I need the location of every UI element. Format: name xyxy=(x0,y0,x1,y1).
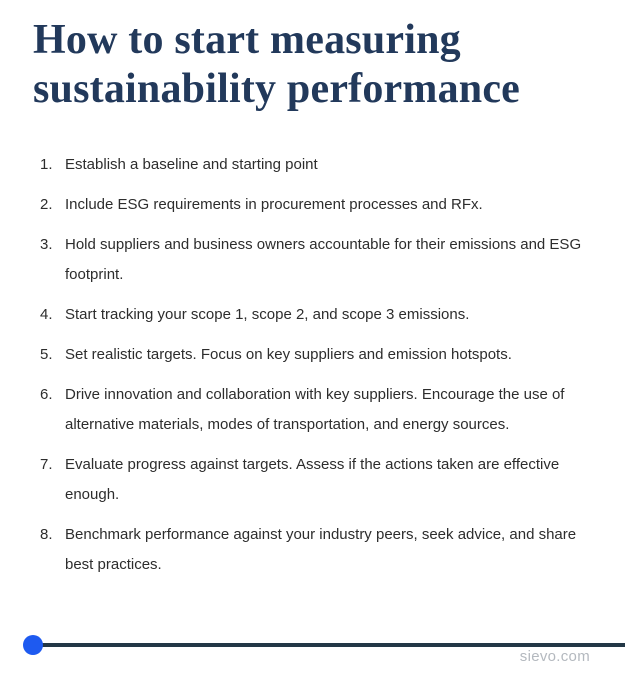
list-item-number: 1. xyxy=(40,156,53,173)
page-title-line-1: How to start measuring xyxy=(33,17,461,63)
list-item-text: Set realistic targets. Focus on key supp… xyxy=(65,346,512,363)
list-item: 8. Benchmark performance against your in… xyxy=(40,520,592,580)
list-item-number: 6. xyxy=(40,386,53,403)
list-item-text: Benchmark performance against your indus… xyxy=(65,526,577,573)
list-item-text: Evaluate progress against targets. Asses… xyxy=(65,456,560,503)
list-item-number: 3. xyxy=(40,236,53,253)
list-item: 4. Start tracking your scope 1, scope 2,… xyxy=(40,300,592,330)
list-item-text: Drive innovation and collaboration with … xyxy=(65,386,565,433)
list-item-number: 4. xyxy=(40,306,53,323)
footer-rule xyxy=(33,643,625,647)
list-item-number: 8. xyxy=(40,526,53,543)
list-item-number: 5. xyxy=(40,346,53,363)
list-item-number: 2. xyxy=(40,196,53,213)
list-item-number: 7. xyxy=(40,456,53,473)
list-item-text: Start tracking your scope 1, scope 2, an… xyxy=(65,306,470,323)
list-item: 5. Set realistic targets. Focus on key s… xyxy=(40,340,592,370)
page-title-line-2: sustainability performance xyxy=(33,66,521,112)
list-item: 1. Establish a baseline and starting poi… xyxy=(40,150,592,180)
list-item-text: Include ESG requirements in procurement … xyxy=(65,196,483,213)
list-item: 6. Drive innovation and collaboration wi… xyxy=(40,380,592,440)
list-item-text: Establish a baseline and starting point xyxy=(65,156,318,173)
list-item-text: Hold suppliers and business owners accou… xyxy=(65,236,582,283)
list-item: 3. Hold suppliers and business owners ac… xyxy=(40,230,592,290)
website-label: sievo.com xyxy=(519,648,590,665)
list-item: 7. Evaluate progress against targets. As… xyxy=(40,450,592,510)
page-title: How to start measuring sustainability pe… xyxy=(33,16,520,114)
steps-list: 1. Establish a baseline and starting poi… xyxy=(40,150,592,590)
list-item: 2. Include ESG requirements in procureme… xyxy=(40,190,592,220)
accent-dot xyxy=(23,635,43,655)
